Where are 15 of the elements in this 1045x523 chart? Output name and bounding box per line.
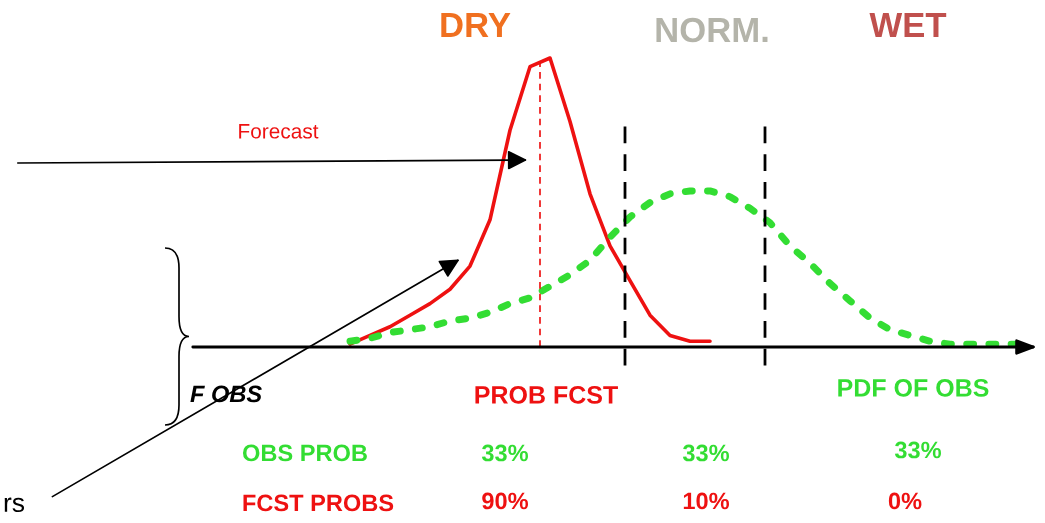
text: OBS PROB: [243, 444, 367, 462]
text: Forecast: [239, 124, 319, 139]
text: 10%: [683, 492, 730, 510]
text: 0%: [888, 492, 922, 510]
text: PROB FCST: [475, 386, 618, 404]
text: WET: [869, 13, 947, 37]
text: PDF OF OBS: [838, 379, 989, 397]
text: 33%: [894, 441, 942, 459]
text: 33%: [682, 444, 730, 462]
text: 33%: [481, 444, 529, 462]
text: 90%: [482, 492, 529, 510]
text: NORM.: [656, 17, 768, 43]
text: FCST PROBS: [243, 494, 394, 512]
text: rs: [4, 497, 25, 513]
text: DRY: [441, 13, 511, 37]
